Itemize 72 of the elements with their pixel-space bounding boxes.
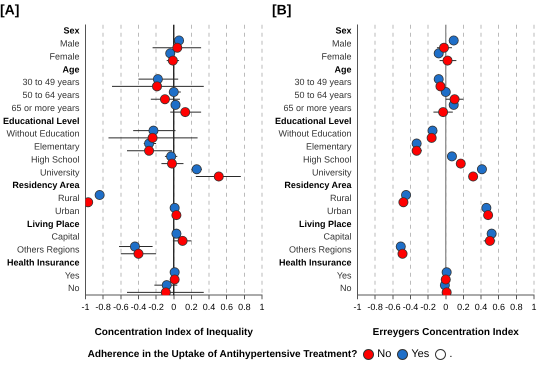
x-tick-label: -1 bbox=[82, 302, 90, 312]
y-tick-label: Without Education bbox=[278, 128, 352, 139]
y-tick-label: Residency Area bbox=[284, 180, 353, 190]
x-tick-label: -0.6 bbox=[385, 302, 401, 312]
y-tick-label: Rural bbox=[330, 193, 352, 204]
legend-title: Adherence in the Uptake of Antihypertensive Treatment? bbox=[88, 348, 358, 360]
y-tick-label: Capital bbox=[52, 232, 80, 242]
x-tick-label: 0.4 bbox=[474, 302, 488, 312]
y-tick-label: Yes bbox=[336, 270, 352, 280]
x-tick-label: -0.8 bbox=[367, 302, 383, 312]
legend-label: No bbox=[377, 348, 392, 360]
legend-label: Yes bbox=[411, 348, 430, 360]
x-tick-label: 0 bbox=[171, 302, 176, 312]
x-tick-label: 1 bbox=[259, 302, 265, 312]
x-tick-label: 0.6 bbox=[492, 302, 505, 312]
x-tick-label: -1 bbox=[354, 302, 362, 312]
y-tick-label: Urban bbox=[327, 206, 352, 216]
y-tick-label: Female bbox=[50, 51, 80, 62]
x-tick-label: -0.4 bbox=[130, 302, 146, 312]
y-tick-label: Male bbox=[60, 38, 80, 49]
chart-title: [A] bbox=[0, 1, 20, 18]
y-tick-label: Residency Area bbox=[12, 180, 81, 190]
x-tick-label: -0.8 bbox=[95, 302, 111, 312]
y-tick-label: High School bbox=[302, 154, 352, 164]
x-tick-label: 0.4 bbox=[202, 302, 216, 312]
y-tick-label: University bbox=[40, 167, 80, 178]
legend-label: . bbox=[449, 348, 452, 360]
y-tick-label: High School bbox=[30, 154, 80, 164]
y-tick-label: Urban bbox=[55, 206, 80, 216]
x-tick-label: 1 bbox=[531, 302, 537, 312]
y-tick-label: Others Regions bbox=[16, 244, 80, 255]
y-tick-label: Rural bbox=[58, 193, 80, 204]
y-tick-label: Educational Level bbox=[2, 116, 80, 126]
y-tick-label: Yes bbox=[64, 270, 80, 280]
y-tick-label: Age bbox=[62, 64, 80, 74]
y-tick-label: No bbox=[340, 283, 352, 294]
y-tick-label: Elementary bbox=[306, 142, 352, 152]
x-axis-title: Concentration Index of Inequality bbox=[94, 326, 254, 338]
y-tick-label: No bbox=[68, 283, 80, 294]
x-tick-label: 0.2 bbox=[457, 302, 470, 312]
y-tick-label: Female bbox=[322, 51, 352, 62]
x-tick-label: -0.2 bbox=[420, 302, 436, 312]
y-tick-label: Educational Level bbox=[274, 116, 352, 126]
y-tick-label: 50 to 64 years bbox=[22, 90, 80, 100]
y-tick-label: Others Regions bbox=[288, 244, 352, 255]
y-tick-label: Living Place bbox=[298, 218, 352, 229]
y-tick-label: Age bbox=[334, 64, 352, 74]
x-tick-label: 0.8 bbox=[510, 302, 523, 312]
y-tick-label: 65 or more years bbox=[11, 102, 80, 113]
y-tick-label: Male bbox=[332, 38, 352, 49]
x-axis-title: Erreygers Concentration Index bbox=[372, 326, 520, 338]
y-tick-label: University bbox=[312, 167, 352, 178]
y-tick-label: 30 to 49 years bbox=[294, 77, 352, 88]
x-tick-label: -0.2 bbox=[148, 302, 164, 312]
x-tick-label: 0.2 bbox=[185, 302, 198, 312]
y-tick-label: Health Insurance bbox=[278, 257, 352, 268]
x-tick-label: 0.6 bbox=[220, 302, 233, 312]
x-tick-label: -0.4 bbox=[402, 302, 418, 312]
y-tick-label: Sex bbox=[336, 26, 352, 36]
y-tick-label: Without Education bbox=[6, 128, 80, 139]
y-tick-label: 30 to 49 years bbox=[22, 77, 80, 88]
chart-title: [B] bbox=[272, 1, 292, 18]
x-tick-label: 0 bbox=[443, 302, 448, 312]
y-tick-label: Elementary bbox=[34, 142, 80, 152]
y-tick-label: Capital bbox=[324, 232, 352, 242]
x-tick-label: -0.6 bbox=[113, 302, 129, 312]
x-tick-label: 0.8 bbox=[238, 302, 251, 312]
y-tick-label: Health Insurance bbox=[6, 257, 80, 268]
y-tick-label: Living Place bbox=[26, 218, 80, 229]
y-tick-label: Sex bbox=[64, 26, 80, 36]
y-tick-label: 65 or more years bbox=[283, 102, 352, 113]
y-tick-label: 50 to 64 years bbox=[294, 90, 352, 100]
